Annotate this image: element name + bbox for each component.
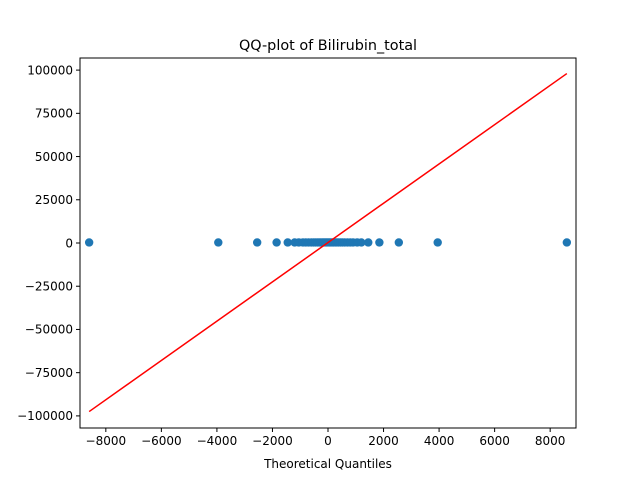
plot-area — [84, 72, 572, 413]
data-point — [252, 238, 262, 247]
x-tick-label: 6000 — [479, 434, 510, 448]
data-point — [433, 238, 442, 247]
y-axis: −100000 −75000 −50000 −25000 0 25000 50000 7500… — [17, 63, 80, 423]
x-tick-label: −6000 — [141, 434, 182, 448]
data-point — [562, 238, 572, 247]
x-tick-label: 2000 — [368, 434, 399, 448]
x-tick-label: −4000 — [197, 434, 238, 448]
x-tick-label: −8000 — [86, 434, 127, 448]
x-tick-label: 0 — [324, 434, 332, 448]
data-point — [357, 238, 366, 247]
data-point — [272, 238, 281, 247]
x-tick-label: 4000 — [424, 434, 455, 448]
y-tick-label: 0 — [65, 236, 73, 250]
y-tick-label: −25000 — [25, 280, 73, 294]
data-point — [375, 238, 384, 247]
data-point — [84, 238, 94, 247]
x-tick-label: −2000 — [252, 434, 293, 448]
x-axis: −8000 −6000 −4000 −2000 0 2000 4000 6000 8000 — [86, 428, 566, 448]
y-tick-label: −50000 — [25, 323, 73, 337]
x-axis-label: Theoretical Quantiles — [263, 457, 392, 471]
y-tick-label: 50000 — [35, 150, 73, 164]
y-tick-label: 25000 — [35, 193, 73, 207]
y-tick-label: 100000 — [27, 63, 73, 77]
chart-title: QQ-plot of Bilirubin_total — [239, 38, 417, 54]
y-tick-label: 75000 — [35, 107, 73, 121]
reference-line — [88, 72, 568, 413]
x-tick-label: 8000 — [535, 434, 566, 448]
data-point — [283, 238, 292, 247]
y-tick-label: −75000 — [25, 366, 73, 380]
data-point — [364, 238, 373, 247]
data-point — [394, 238, 404, 247]
data-point — [214, 238, 223, 247]
y-tick-label: −100000 — [17, 409, 73, 423]
